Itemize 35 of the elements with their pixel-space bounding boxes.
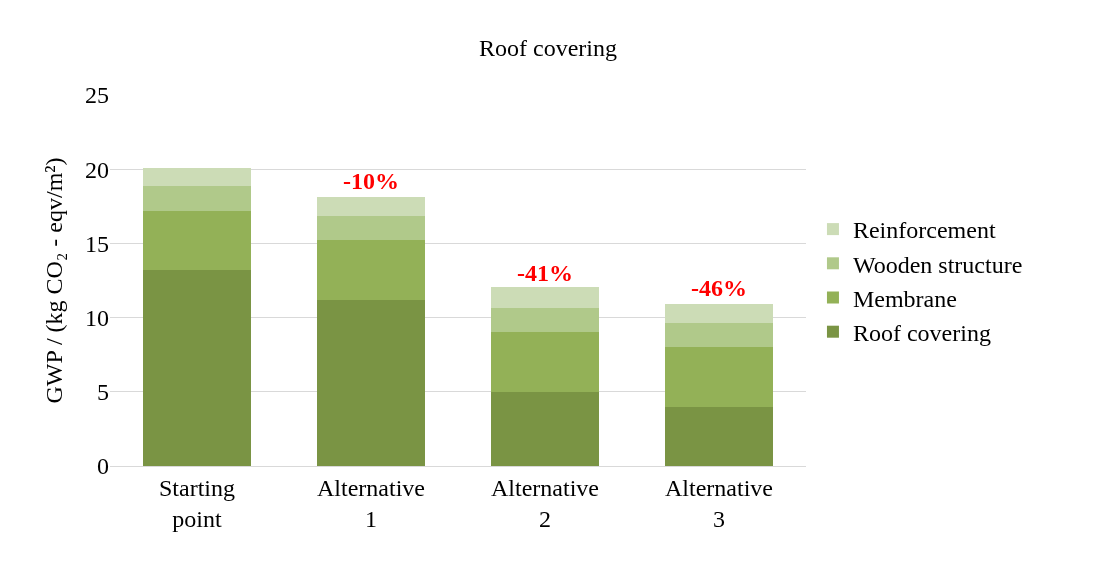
annotation: -41% [517, 260, 573, 286]
bar [317, 215, 425, 241]
bar [665, 406, 773, 466]
annotation: -46% [691, 275, 747, 301]
bar [317, 196, 425, 216]
y-axis-title: GWP / (kg CO₂ - eqv/m²) [41, 157, 68, 404]
legend-label: Reinforcement [852, 217, 996, 244]
bar [665, 303, 773, 323]
bar [665, 322, 773, 348]
y-tick-label: 5 [97, 379, 109, 406]
bar [491, 307, 599, 333]
y-tick-label: 15 [85, 230, 109, 257]
legend-label: Membrane [852, 285, 957, 312]
bar [317, 240, 425, 300]
legend-label: Wooden structure [852, 251, 1023, 278]
x-tick-label: Alternative 2 [491, 474, 599, 532]
bar [491, 391, 599, 466]
y-tick-label: 25 [85, 82, 109, 109]
bar [317, 299, 425, 466]
y-tick-label: 0 [97, 453, 109, 480]
bar [143, 167, 251, 187]
x-tick-label: Starting point [159, 474, 235, 532]
x-tick-label: Alternative 3 [665, 474, 773, 532]
chart-title: Roof covering [479, 35, 617, 62]
bar [491, 332, 599, 392]
bar [143, 186, 251, 211]
annotation: -10% [343, 168, 399, 194]
y-tick-label: 20 [85, 156, 109, 183]
bar [143, 210, 251, 271]
x-tick-label: Alternative 1 [317, 474, 425, 532]
y-tick-label: 10 [85, 305, 109, 331]
legend-label: Roof covering [852, 320, 991, 347]
bar [665, 347, 773, 407]
bar [143, 270, 251, 466]
bar [491, 287, 599, 308]
